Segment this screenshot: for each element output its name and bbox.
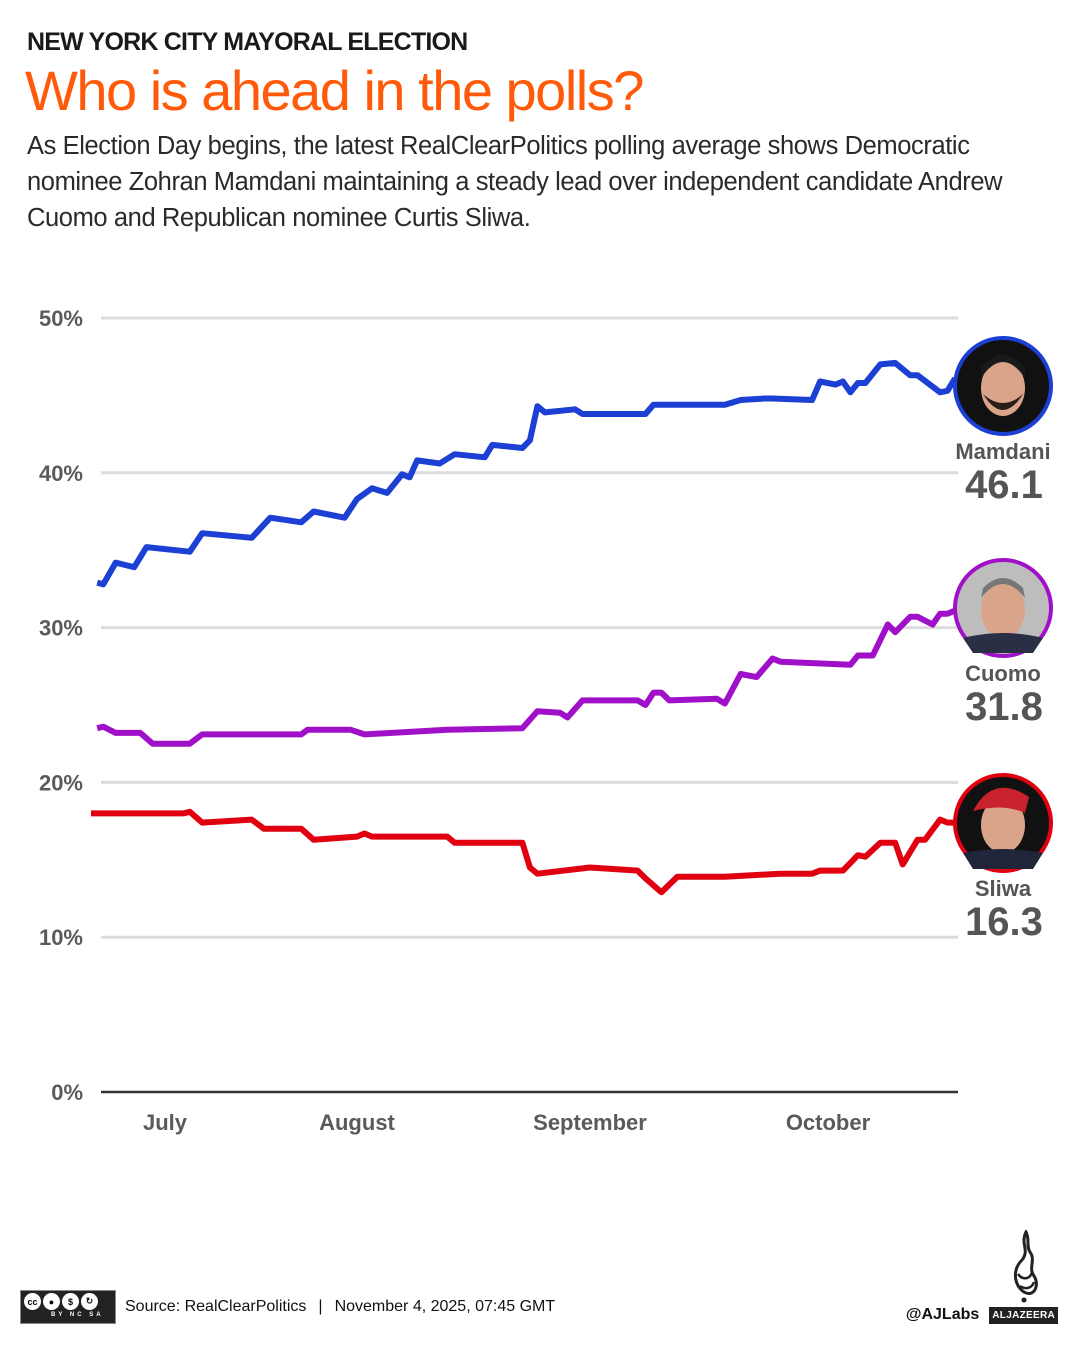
license-nc: NC <box>69 1312 85 1318</box>
x-tick-label: July <box>143 1110 188 1135</box>
candidate-latest-value: 46.1 <box>965 463 1043 507</box>
aljazeera-logo-icon <box>1014 1230 1038 1303</box>
series-line-mamdani <box>96 359 958 588</box>
handle: @AJLabs <box>905 1306 980 1323</box>
by-icon: ● <box>43 1293 60 1310</box>
mamdani-photo-avatar <box>953 336 1053 436</box>
y-tick-label: 20% <box>39 770 83 795</box>
separator: | <box>318 1298 323 1315</box>
nc-icon: $ <box>62 1293 79 1310</box>
candidate-latest-value: 31.8 <box>965 685 1043 729</box>
candidate-name: Mamdani <box>955 439 1050 464</box>
footer: cc ● $ ↻ BY NC SA Source: RealClearPolit… <box>20 1290 555 1324</box>
x-tick-label: October <box>786 1110 871 1135</box>
line-chart: 0% 10% 20% 30% 40% 50% July August September Oct… <box>39 306 1053 1135</box>
source: Source: RealClearPolitics <box>125 1298 307 1315</box>
cc-icon: cc <box>24 1293 41 1310</box>
x-tick-label: August <box>319 1110 395 1135</box>
y-tick-label: 0% <box>51 1080 83 1105</box>
brand-wordmark: ALJAZEERA <box>989 1306 1058 1324</box>
subtitle: As Election Day begins, the latest RealC… <box>27 132 1003 232</box>
brand-block: @AJLabs ALJAZEERA <box>906 1306 1058 1324</box>
license-sa: SA <box>89 1312 104 1318</box>
series-line-cuomo <box>96 607 957 747</box>
page-title: Who is ahead in the polls? <box>25 59 644 122</box>
candidate-name: Cuomo <box>965 661 1041 686</box>
license-by: BY <box>51 1312 66 1318</box>
candidate-name: Sliwa <box>975 876 1032 901</box>
timestamp: November 4, 2025, 07:45 GMT <box>334 1298 556 1315</box>
y-tick-label: 50% <box>39 306 83 331</box>
y-tick-label: 40% <box>39 461 83 486</box>
series-line-sliwa <box>91 808 955 896</box>
sa-icon: ↻ <box>81 1293 98 1310</box>
y-tick-label: 30% <box>39 616 83 641</box>
kicker: NEW YORK CITY MAYORAL ELECTION <box>27 28 468 56</box>
candidate-latest-value: 16.3 <box>965 900 1043 944</box>
x-tick-label: September <box>533 1110 647 1135</box>
sliwa-photo-avatar <box>953 773 1053 873</box>
cuomo-photo-avatar <box>953 558 1053 658</box>
y-tick-label: 10% <box>39 925 83 950</box>
cc-license-badge: cc ● $ ↻ BY NC SA <box>20 1290 116 1324</box>
